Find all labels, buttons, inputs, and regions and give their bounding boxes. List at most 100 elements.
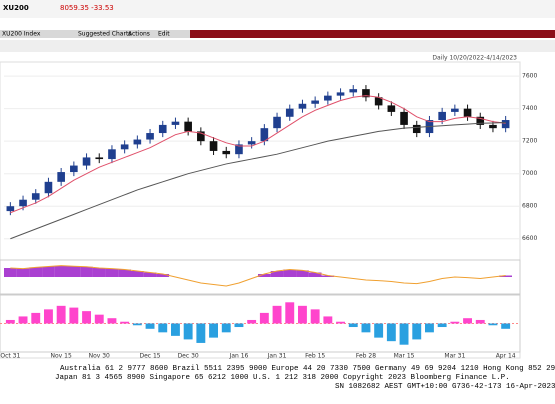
- histogram-bar: [94, 314, 104, 324]
- x-tick-label: Apr 14: [496, 353, 516, 360]
- candle-body: [349, 89, 358, 93]
- menu[interactable]: Edit: [158, 31, 170, 38]
- title-bar: [0, 0, 555, 18]
- y-tick-label: 7200: [522, 138, 537, 145]
- oscillator-fill: [296, 270, 309, 277]
- candle-body: [451, 108, 459, 112]
- x-tick-label: Mar 31: [444, 353, 465, 360]
- candle-body: [235, 144, 243, 155]
- histogram-bar: [107, 318, 117, 324]
- oscillator-fill: [42, 266, 55, 277]
- quote: 8059.35 -33.53: [60, 4, 114, 12]
- y-tick-label: 7600: [522, 73, 537, 80]
- histogram-bar: [298, 305, 307, 324]
- x-tick-label: Dec 30: [178, 353, 199, 360]
- oscillator-fill: [105, 268, 119, 277]
- histogram-bar: [501, 323, 511, 329]
- histogram-bar: [475, 319, 485, 324]
- oscillator-fill: [143, 272, 157, 277]
- security-field[interactable]: XU200 Index: [2, 31, 41, 38]
- oscillator-fill: [4, 268, 17, 277]
- oscillator-fill: [118, 269, 131, 277]
- candle-body: [31, 193, 40, 200]
- footer-line: SN 1082682 AEST GMT+10:00 G736-42-173 16…: [335, 383, 555, 391]
- candle-body: [171, 121, 180, 125]
- histogram-bar: [323, 316, 333, 324]
- candle-body: [412, 124, 421, 134]
- histogram-bar: [158, 323, 168, 333]
- oscillator-fill: [54, 265, 68, 277]
- histogram-bar: [437, 323, 447, 328]
- histogram-bar: [209, 323, 218, 338]
- moving-average: [10, 95, 506, 214]
- histogram-bar: [425, 323, 434, 333]
- candle-body: [222, 150, 231, 155]
- candle-body: [6, 206, 15, 212]
- candle-body: [158, 124, 167, 134]
- candle-body: [197, 131, 205, 142]
- candle-body: [476, 116, 485, 125]
- oscillator-fill: [92, 268, 106, 277]
- x-tick-label: Jan 16: [229, 353, 249, 360]
- oscillator-fill: [258, 274, 271, 277]
- oscillator-fill: [270, 271, 284, 277]
- x-tick-label: Oct 31: [0, 353, 20, 360]
- oscillator-fill: [321, 275, 335, 277]
- oscillator-fill: [283, 269, 297, 277]
- candle-body: [273, 116, 281, 129]
- histogram-bar: [272, 305, 282, 324]
- histogram-bar: [386, 323, 396, 342]
- x-tick-label: Nov 15: [51, 353, 72, 360]
- histogram-bar: [463, 318, 472, 324]
- histogram-bar: [183, 323, 193, 340]
- candle-body: [400, 111, 408, 125]
- histogram-bar: [361, 323, 371, 333]
- x-tick-label: Feb 15: [305, 353, 325, 360]
- oscillator-fill: [16, 268, 30, 277]
- histogram-bar: [348, 323, 358, 328]
- candle-body: [19, 199, 27, 207]
- candle-body: [374, 97, 383, 106]
- x-tick-label: Jan 31: [267, 353, 287, 360]
- candle-body: [438, 111, 446, 121]
- oscillator-fill: [29, 267, 43, 277]
- histogram-bar: [5, 319, 15, 324]
- candle-body: [146, 133, 154, 140]
- plot-area: [0, 61, 521, 359]
- panel: [0, 259, 521, 295]
- candle-body: [57, 172, 65, 182]
- footer-line: Australia 61 2 9777 8600 Brazil 5511 239…: [60, 365, 555, 373]
- histogram-bar: [18, 316, 28, 324]
- candle-body: [362, 89, 370, 98]
- toolbar: [0, 30, 190, 38]
- histogram-bar: [412, 323, 422, 340]
- oscillator-fill: [156, 274, 170, 277]
- candle-body: [501, 120, 510, 129]
- candle-body: [95, 157, 104, 160]
- histogram-bar: [196, 323, 206, 343]
- y-tick-label: 7000: [522, 170, 537, 177]
- histogram-bar: [450, 321, 460, 324]
- candle-body: [70, 165, 78, 173]
- oscillator-fill: [131, 271, 144, 277]
- histogram-bar: [221, 323, 231, 333]
- oscillator-fill: [67, 266, 81, 277]
- range-label: Daily 10/20/2022-4/14/2023: [432, 55, 517, 62]
- histogram-bar: [336, 321, 345, 324]
- x-tick-label: Dec 15: [139, 353, 160, 360]
- x-tick-label: Mar 15: [394, 353, 415, 360]
- candle-body: [184, 121, 192, 132]
- histogram-bar: [120, 321, 130, 324]
- oscillator-fill: [308, 272, 322, 277]
- panel: [0, 294, 521, 353]
- histogram-bar: [399, 323, 409, 345]
- candle-body: [209, 141, 218, 151]
- candle-body: [311, 100, 319, 104]
- histogram-bar: [247, 319, 257, 324]
- ticker: XU200: [3, 4, 29, 12]
- candle-body: [336, 92, 345, 96]
- menu[interactable]: Actions: [128, 31, 150, 38]
- histogram-bar: [145, 323, 155, 329]
- menu[interactable]: Suggested Charts: [78, 31, 131, 38]
